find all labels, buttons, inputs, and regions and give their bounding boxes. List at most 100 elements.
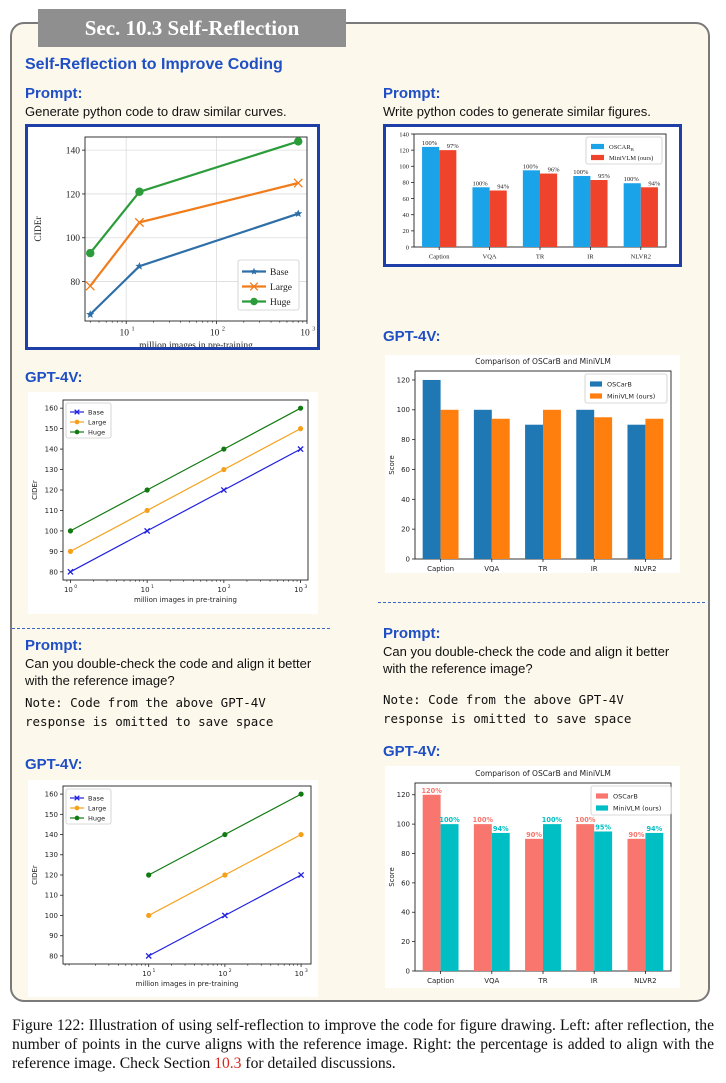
x-tick-label: VQA (483, 254, 497, 261)
x-axis-label: million images in pre-training (134, 596, 237, 604)
data-point-large (221, 466, 227, 473)
bar-oscar (525, 424, 543, 559)
data-point-base (220, 486, 227, 494)
bar-oscar (627, 838, 646, 971)
bar-value-label: 100% (542, 816, 563, 824)
y-tick-label: 100 (397, 406, 410, 414)
gpt-bar-chart-2: Comparison of OSCarB and MiniVLM 0 20 40 60 8… (388, 769, 672, 985)
bar-value-label: 94% (648, 180, 661, 187)
left-prompt2-label: Prompt: (25, 637, 83, 654)
x-tick-exponent: 2 (222, 327, 225, 333)
y-tick-label: 130 (45, 466, 58, 474)
y-axis-label: Score (388, 867, 396, 887)
bar-minivlm (540, 173, 558, 247)
x-tick-label: IR (591, 977, 598, 985)
bar-oscar (422, 794, 441, 971)
left-prompt2-text: Can you double-check the code and align … (25, 656, 312, 688)
data-point-large (85, 281, 95, 291)
y-tick-label: 60 (401, 466, 410, 474)
y-axis-label: CIDEr (31, 865, 39, 885)
bar-oscar (573, 175, 591, 247)
y-tick-label: 110 (45, 507, 58, 515)
chart-title: Comparison of OSCarB and MiniVLM (475, 769, 611, 778)
data-point-base (135, 262, 144, 270)
right-prompt2-label: Prompt: (383, 625, 441, 642)
y-axis-label: CIDEr (31, 480, 39, 500)
y-tick-label: 100 (45, 912, 58, 920)
legend-box (584, 373, 668, 404)
plot-frame (84, 136, 308, 322)
data-point-base (145, 952, 152, 959)
x-tick-exponent: 1 (153, 968, 156, 974)
caption-text-before: Figure 122: Illustration of using self-r… (12, 1017, 714, 1072)
y-tick-label: 40 (403, 212, 410, 219)
x-tick-label: 10 (294, 586, 303, 594)
legend-label-oscar: OSCARB (609, 144, 634, 152)
legend-label-base: Base (88, 408, 104, 416)
data-point-huge (297, 405, 304, 411)
y-tick-label: 20 (401, 526, 410, 534)
x-tick-label: 10 (210, 329, 220, 339)
y-tick-label: 150 (45, 811, 58, 819)
bar-value-label: 94% (646, 825, 662, 833)
left-gpt-label-2: GPT-4V: (25, 756, 83, 773)
bar-minivlm (590, 180, 608, 247)
y-tick-label: 90 (49, 548, 58, 556)
x-tick-exponent: 0 (74, 584, 77, 590)
y-tick-label: 90 (49, 932, 58, 940)
legend-label-oscar: OSCarB (607, 380, 632, 388)
right-prompt-label: Prompt: (383, 85, 441, 102)
x-tick-exponent: 2 (229, 968, 232, 974)
left-prompt-text: Generate python code to draw similar cur… (25, 104, 287, 119)
x-tick-exponent: 1 (151, 584, 154, 590)
bar-oscar (473, 824, 492, 971)
y-tick-label: 140 (66, 146, 81, 156)
bar-minivlm (440, 824, 459, 971)
bar-minivlm (645, 418, 664, 559)
bar-minivlm (491, 418, 510, 559)
x-tick-exponent: 1 (131, 327, 134, 333)
right-gpt-plot-2: Comparison of OSCarB and MiniVLM 0 20 40 60 8… (385, 766, 680, 988)
legend-label-large: Large (270, 283, 292, 293)
data-point-large (134, 217, 145, 228)
x-tick-label: 10 (295, 970, 304, 978)
legend-label-minivlm: MiniVLM (ours) (607, 392, 655, 400)
y-tick-label: 20 (403, 228, 410, 235)
series-line-base (70, 448, 301, 573)
right-gpt-label-1: GPT-4V: (383, 328, 441, 345)
data-point-huge (221, 446, 227, 452)
bar-minivlm (440, 409, 459, 559)
bar-value-label: 100% (473, 816, 494, 824)
legend-label-minivlm: MiniVLM (ours) (609, 155, 653, 162)
y-tick-label: 100 (66, 234, 81, 244)
bar-minivlm (491, 832, 510, 971)
legend-label-minivlm: MiniVLM (ours) (613, 804, 661, 812)
caption-section-link[interactable]: 10.3 (214, 1055, 242, 1072)
x-axis-label: million images in pre-training (139, 341, 253, 347)
bar-minivlm (645, 832, 664, 971)
right-prompt2-text: Can you double-check the code and align … (383, 644, 670, 676)
x-tick-label: IR (591, 565, 598, 573)
left-gpt-plot-1: 80 90 100 110 120 130 140 150 160 10 0 10 1 10 2 10 3 mil… (28, 392, 318, 614)
y-tick-label: 80 (401, 436, 410, 444)
y-tick-label: 150 (45, 425, 58, 433)
y-tick-label: 120 (45, 871, 58, 879)
x-tick-label: Caption (429, 254, 450, 261)
data-point-huge (144, 487, 150, 493)
legend-swatch-minivlm (591, 154, 604, 161)
bar-minivlm (543, 409, 561, 559)
bar-value-label: 120% (421, 787, 442, 795)
right-gpt-plot-1: Comparison of OSCarB and MiniVLM 0 20 40 60 8… (385, 355, 680, 573)
left-note: Note: Code from the above GPT-4V respons… (25, 695, 274, 729)
data-point-large (144, 507, 150, 514)
legend-label-huge: Huge (88, 428, 105, 436)
right-reference-frame: 0 20 40 60 80 100 120 140 Caption 100% 97% VQA 100% 9… (383, 124, 682, 267)
y-tick-label: 80 (403, 180, 410, 187)
x-tick-label: IR (587, 254, 594, 261)
legend-label-huge: Huge (270, 298, 291, 308)
y-tick-label: 80 (49, 568, 58, 576)
legend-swatch-minivlm (590, 393, 602, 399)
bar-oscar (576, 824, 595, 971)
